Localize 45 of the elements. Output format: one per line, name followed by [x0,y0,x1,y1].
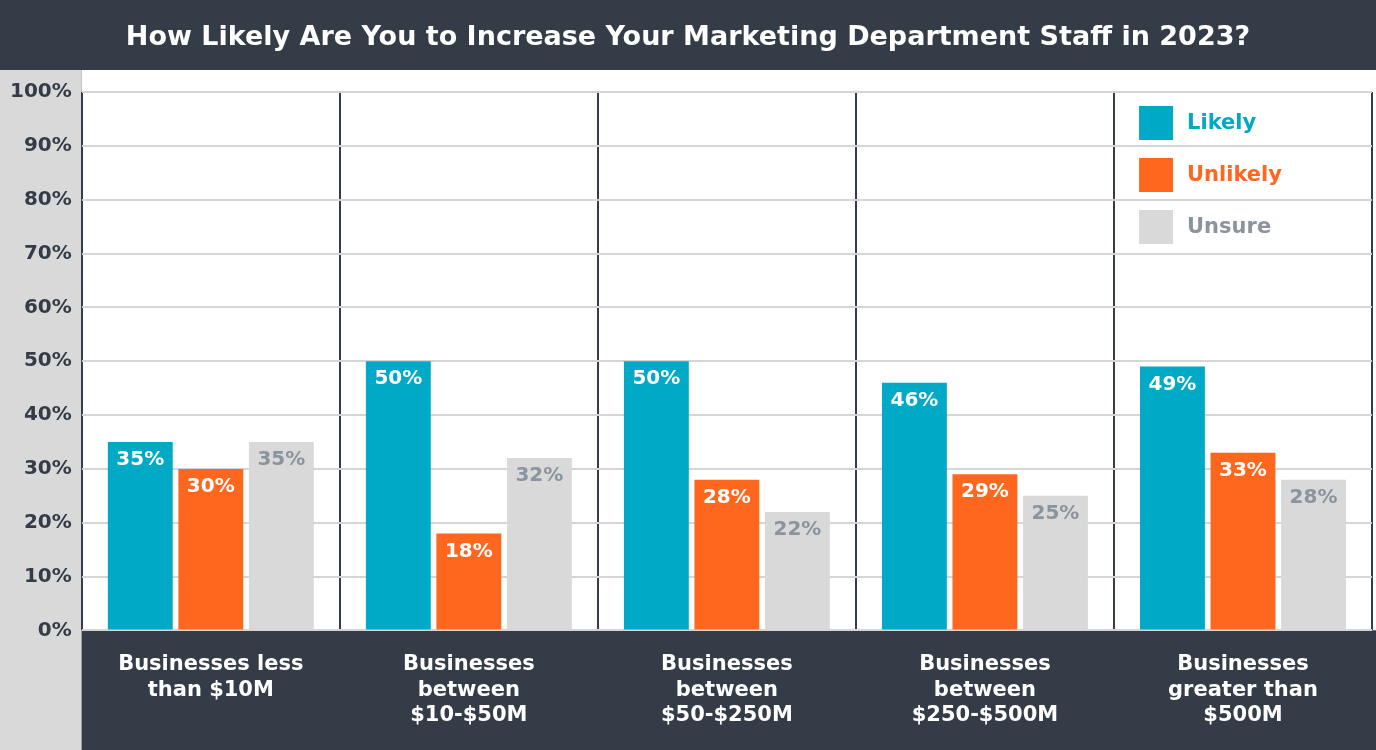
x-tick-label: Businesses between $10-$50M [403,651,535,726]
bar [436,533,502,630]
data-label: 33% [1219,456,1267,481]
data-label: 35% [116,446,165,471]
data-label: 46% [890,386,939,411]
bar [623,361,689,630]
legend-label: Unlikely [1187,162,1283,187]
bar [365,361,431,630]
y-tick-label: 40% [23,401,72,426]
data-label: 28% [702,483,751,508]
data-label: 18% [444,537,493,562]
y-tick-label: 100% [9,78,72,103]
data-label: 29% [961,478,1009,503]
data-label: 50% [632,365,681,390]
y-tick-label: 90% [23,132,72,157]
y-tick-label: 20% [23,508,72,533]
data-label: 25% [1031,500,1080,524]
y-tick-label: 60% [23,293,72,318]
x-tick-label: Businesses less than $10M [118,651,304,701]
data-label: 22% [773,516,822,541]
data-label: 30% [186,473,235,498]
y-tick-label: 10% [23,562,72,587]
y-tick-label: 70% [23,239,72,264]
y-tick-label: 80% [23,185,72,210]
data-label: 28% [1289,483,1338,508]
x-tick-label: Businesses between $250-$500M [911,651,1059,726]
data-label: 50% [374,365,423,390]
bar [694,479,760,630]
bar [107,441,173,630]
data-label: 35% [257,446,306,471]
bar [1210,452,1276,630]
y-tick-label: 30% [23,455,72,480]
data-label: 49% [1148,370,1197,395]
x-tick-label: Businesses greater than $500M [1168,651,1318,726]
chart-title: How Likely Are You to Increase Your Marketing Department Staff in 2023? [124,18,1252,53]
y-tick-label: 0% [37,616,72,641]
bar [952,474,1018,630]
bar [881,382,947,630]
legend-label: Likely [1187,110,1257,135]
legend-label: Unsure [1187,214,1272,239]
bar [178,468,244,630]
data-label: 32% [515,462,564,487]
y-tick-label: 50% [23,347,72,372]
x-tick-label: Businesses between $50-$250M [660,651,793,726]
bar [1140,366,1205,630]
